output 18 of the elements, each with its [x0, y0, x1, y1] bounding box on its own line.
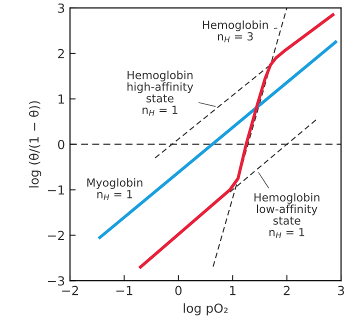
y-tick-label: 3 [58, 3, 64, 13]
x-tick-label: 0 [175, 286, 182, 296]
annotation: Hemoglobin n$_{H}$ = 3 [202, 20, 268, 42]
annotation: Myoglobin n$_{H}$ = 1 [87, 178, 142, 200]
annotation: Hemoglobin low-affinity state n$_{H}$ = 1 [254, 192, 320, 238]
x-tick-label: 2 [284, 286, 290, 296]
y-tick-label: 1 [58, 94, 64, 104]
y-tick-label: −3 [48, 276, 64, 286]
y-axis-title: log (θ/(1 − θ)) [28, 101, 42, 188]
y-tick-label: −2 [48, 230, 64, 240]
annotation: Hemoglobin high-affinity state n$_{H}$ = 1 [127, 70, 194, 116]
x-tick-label: −1 [116, 286, 132, 296]
x-axis-title: log pO₂ [184, 303, 228, 316]
y-tick-label: 0 [58, 140, 64, 150]
x-tick-label: 1 [230, 286, 236, 296]
y-tick-label: 2 [58, 48, 64, 58]
x-tick-label: 3 [338, 286, 344, 296]
y-tick-label: −1 [48, 185, 64, 195]
